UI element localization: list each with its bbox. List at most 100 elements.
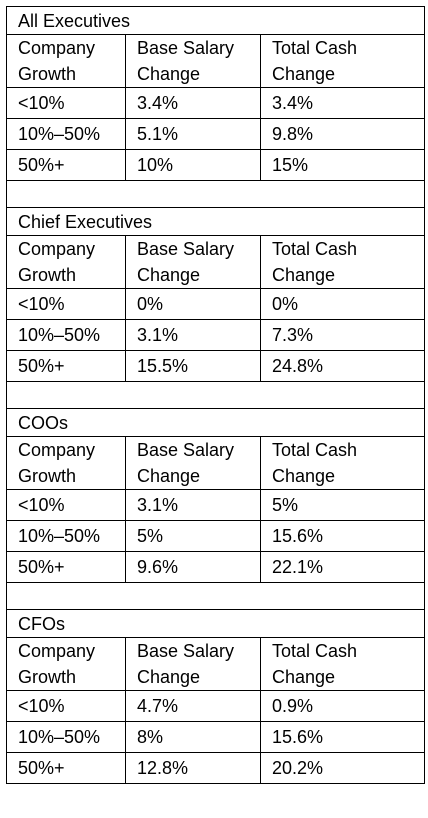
- column-header-line: Base Salary: [137, 641, 235, 661]
- base-salary-cell: 5%: [125, 520, 261, 552]
- section-title: All Executives: [5, 6, 426, 35]
- column-header-line: Total Cash: [272, 239, 358, 259]
- section-title-row: All Executives: [5, 6, 426, 35]
- column-header-line: Total Cash: [272, 641, 358, 661]
- base-salary-cell: 4.7%: [125, 690, 261, 722]
- spacer-row: [5, 381, 426, 409]
- table-row: <10% 0% 0%: [6, 288, 426, 320]
- table-row: <10% 3.4% 3.4%: [6, 87, 426, 119]
- growth-cell: <10%: [6, 288, 126, 320]
- spacer-cell: [5, 381, 426, 409]
- section-title-row: Chief Executives: [5, 207, 426, 236]
- growth-cell: 50%+: [6, 350, 126, 382]
- table-row: 10%–50% 8% 15.6%: [6, 721, 426, 753]
- growth-cell: 10%–50%: [6, 118, 126, 150]
- column-header-line: Total Cash: [272, 440, 358, 460]
- section-title: COOs: [5, 408, 426, 437]
- column-header: Company Growth: [6, 235, 126, 289]
- column-header-line: Change: [272, 667, 336, 687]
- growth-cell: <10%: [6, 87, 126, 119]
- section-title-row: COOs: [5, 408, 426, 437]
- section-title: CFOs: [5, 609, 426, 638]
- column-header-row: Company Growth Base Salary Change Total Cash…: [6, 235, 426, 289]
- column-header-line: Change: [137, 466, 201, 486]
- column-header-line: Base Salary: [137, 38, 235, 58]
- table-row: 10%–50% 5% 15.6%: [6, 520, 426, 552]
- growth-cell: 50%+: [6, 149, 126, 181]
- base-salary-cell: 0%: [125, 288, 261, 320]
- column-header-line: Company: [18, 38, 96, 58]
- column-header-row: Company Growth Base Salary Change Total Cash…: [6, 34, 426, 88]
- column-header: Total Cash Change: [259, 34, 426, 88]
- spacer-cell: [5, 180, 426, 208]
- column-header-line: Base Salary: [137, 239, 235, 259]
- column-header-line: Change: [137, 667, 201, 687]
- table-row: 50%+ 9.6% 22.1%: [6, 551, 426, 583]
- column-header-line: Total Cash: [272, 38, 358, 58]
- column-header-line: Company: [18, 440, 96, 460]
- base-salary-cell: 3.1%: [125, 319, 261, 351]
- column-header-line: Growth: [18, 466, 77, 486]
- growth-cell: <10%: [6, 489, 126, 521]
- growth-cell: 10%–50%: [6, 721, 126, 753]
- column-header: Base Salary Change: [125, 235, 261, 289]
- growth-cell: 50%+: [6, 752, 126, 784]
- table-row: 10%–50% 3.1% 7.3%: [6, 319, 426, 351]
- total-cash-cell: 0%: [259, 288, 426, 320]
- growth-cell: 10%–50%: [6, 319, 126, 351]
- column-header-line: Growth: [18, 265, 77, 285]
- total-cash-cell: 24.8%: [259, 350, 426, 382]
- column-header: Company Growth: [6, 637, 126, 691]
- table-row: 50%+ 15.5% 24.8%: [6, 350, 426, 382]
- growth-cell: <10%: [6, 690, 126, 722]
- column-header: Total Cash Change: [259, 235, 426, 289]
- base-salary-cell: 5.1%: [125, 118, 261, 150]
- growth-cell: 50%+: [6, 551, 126, 583]
- column-header-row: Company Growth Base Salary Change Total Cash…: [6, 637, 426, 691]
- column-header: Total Cash Change: [259, 637, 426, 691]
- base-salary-cell: 3.1%: [125, 489, 261, 521]
- table-row: 50%+ 12.8% 20.2%: [6, 752, 426, 784]
- table-row: <10% 3.1% 5%: [6, 489, 426, 521]
- spacer-cell: [5, 582, 426, 610]
- column-header-row: Company Growth Base Salary Change Total Cash…: [6, 436, 426, 490]
- total-cash-cell: 3.4%: [259, 87, 426, 119]
- column-header-line: Change: [272, 64, 336, 84]
- column-header: Base Salary Change: [125, 637, 261, 691]
- total-cash-cell: 15%: [259, 149, 426, 181]
- table-row: 10%–50% 5.1% 9.8%: [6, 118, 426, 150]
- total-cash-cell: 15.6%: [259, 721, 426, 753]
- base-salary-cell: 9.6%: [125, 551, 261, 583]
- total-cash-cell: 9.8%: [259, 118, 426, 150]
- column-header-line: Change: [137, 265, 201, 285]
- column-header-line: Change: [272, 265, 336, 285]
- column-header-line: Company: [18, 641, 96, 661]
- column-header: Base Salary Change: [125, 34, 261, 88]
- column-header-line: Growth: [18, 64, 77, 84]
- spacer-row: [5, 180, 426, 208]
- total-cash-cell: 0.9%: [259, 690, 426, 722]
- total-cash-cell: 22.1%: [259, 551, 426, 583]
- column-header: Total Cash Change: [259, 436, 426, 490]
- column-header-line: Change: [272, 466, 336, 486]
- column-header: Company Growth: [6, 436, 126, 490]
- base-salary-cell: 12.8%: [125, 752, 261, 784]
- base-salary-cell: 3.4%: [125, 87, 261, 119]
- column-header-line: Company: [18, 239, 96, 259]
- table-body: All Executives Company Growth Base Salary Ch…: [5, 6, 426, 784]
- table-row: <10% 4.7% 0.9%: [6, 690, 426, 722]
- column-header: Base Salary Change: [125, 436, 261, 490]
- section-title: Chief Executives: [5, 207, 426, 236]
- total-cash-cell: 20.2%: [259, 752, 426, 784]
- salary-change-table: All Executives Company Growth Base Salary Ch…: [5, 6, 426, 784]
- column-header-line: Base Salary: [137, 440, 235, 460]
- column-header: Company Growth: [6, 34, 126, 88]
- table-row: 50%+ 10% 15%: [6, 149, 426, 181]
- total-cash-cell: 5%: [259, 489, 426, 521]
- section-title-row: CFOs: [5, 609, 426, 638]
- spacer-row: [5, 582, 426, 610]
- total-cash-cell: 7.3%: [259, 319, 426, 351]
- base-salary-cell: 15.5%: [125, 350, 261, 382]
- total-cash-cell: 15.6%: [259, 520, 426, 552]
- column-header-line: Growth: [18, 667, 77, 687]
